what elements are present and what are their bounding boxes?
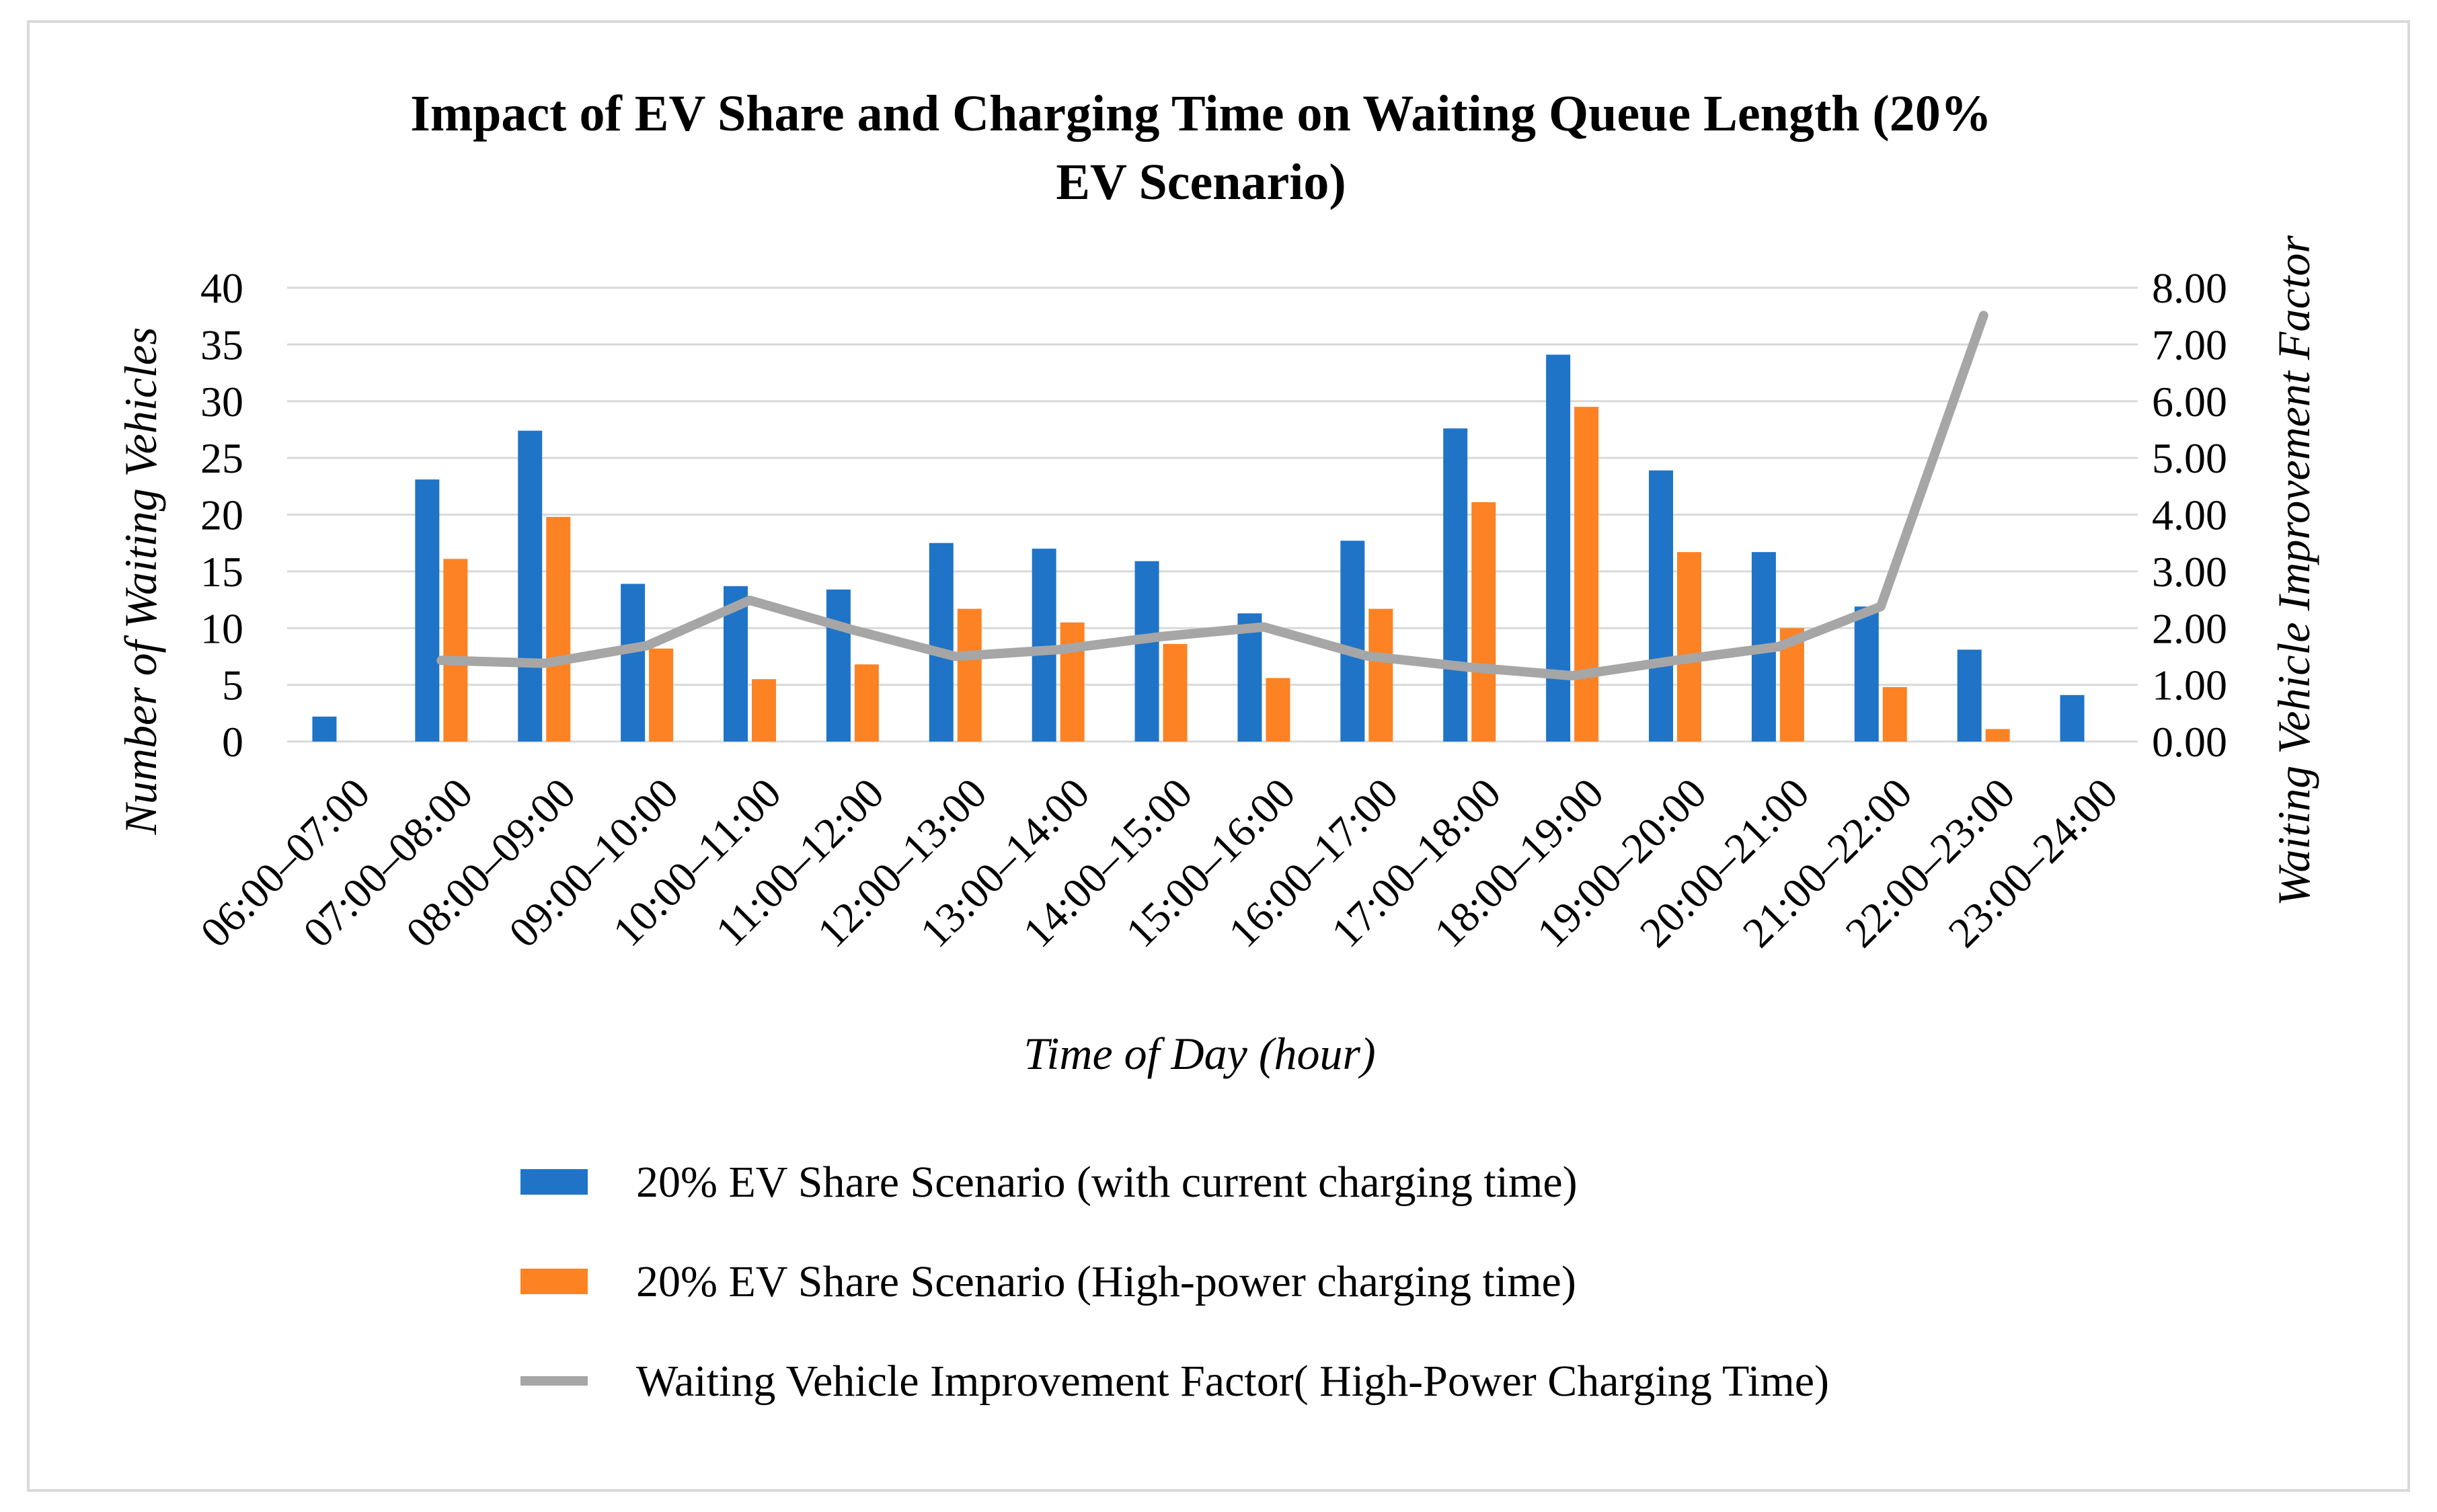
bar-high-power-charging [957, 608, 982, 742]
improvement-factor-line [436, 311, 1988, 681]
y-tick-label: 30 [200, 378, 243, 426]
bar-high-power-charging [1060, 622, 1085, 742]
chart-title-line-2: EV Scenario) [1056, 154, 1346, 210]
bar-current-charging [518, 430, 543, 742]
bar-high-power-charging [546, 516, 571, 742]
y2-tick-label: 7.00 [2152, 321, 2227, 368]
chart-title-line-1: Impact of EV Share and Charging Time on … [410, 85, 1991, 142]
legend-swatch [520, 1269, 588, 1294]
y2-axis-label: Waiting Vehicle Improvement Factor [2268, 235, 2319, 906]
legend-swatch [520, 1169, 588, 1195]
y2-tick-label: 4.00 [2152, 491, 2227, 539]
bar-current-charging [2060, 694, 2085, 742]
bar-high-power-charging [1266, 678, 1290, 742]
y-axis-label: Number of Waiting Vehicles [115, 327, 166, 836]
y-tick-label: 10 [200, 604, 243, 652]
x-axis-label: Time of Day (hour) [1023, 1028, 1375, 1079]
bar-high-power-charging [443, 559, 468, 742]
legend-label: 20% EV Share Scenario (High-power chargi… [636, 1257, 1576, 1306]
chart-frame: 0 5 10 15 20 25 30 35 40 0.00 1.00 2.00 3.00 4.00 5.0… [27, 20, 2410, 1492]
y2-tick-label: 8.00 [2152, 264, 2227, 312]
y2-tick-label: 3.00 [2152, 548, 2227, 596]
y2-tick-label: 5.00 [2152, 434, 2227, 482]
bar-high-power-charging [1574, 407, 1599, 742]
bar-current-charging [1546, 354, 1571, 742]
y-tick-label: 5 [222, 662, 243, 709]
legend-label: 20% EV Share Scenario (with current char… [636, 1158, 1578, 1207]
bar-current-charging [1957, 649, 1982, 742]
y-tick-label: 15 [200, 548, 243, 596]
bar-current-charging [1237, 613, 1262, 742]
bar-current-charging [929, 543, 954, 742]
y2-tick-label: 6.00 [2152, 378, 2227, 426]
bar-current-charging [1032, 549, 1056, 742]
y2-tick-label: 1.00 [2152, 662, 2227, 709]
bar-high-power-charging [1471, 502, 1496, 742]
y-tick-label: 20 [200, 491, 243, 539]
bar-high-power-charging [1985, 729, 2010, 742]
y-tick-label: 35 [200, 321, 243, 368]
bar-current-charging [1134, 561, 1159, 742]
legend: 20% EV Share Scenario (with current char… [520, 1158, 1829, 1406]
legend-label: Waiting Vehicle Improvement Factor( High… [636, 1357, 1829, 1406]
y2-tick-label: 2.00 [2152, 604, 2227, 652]
y2-tick-label: 0.00 [2152, 718, 2227, 766]
y-tick-label: 0 [222, 718, 243, 766]
bar-high-power-charging [1163, 643, 1188, 742]
bar-current-charging [621, 584, 646, 742]
bar-high-power-charging [1677, 552, 1701, 742]
bar-high-power-charging [1368, 608, 1393, 742]
bar-high-power-charging [1882, 687, 1907, 742]
bar-current-charging [415, 479, 440, 742]
bar-high-power-charging [854, 664, 879, 742]
bar-current-charging [1649, 470, 1673, 742]
chart: 0 5 10 15 20 25 30 35 40 0.00 1.00 2.00 3.00 4.00 5.0… [115, 85, 2319, 1406]
bar-high-power-charging [649, 648, 674, 742]
bar-high-power-charging [752, 679, 776, 742]
bar-current-charging [1443, 428, 1468, 742]
bar-current-charging [1340, 541, 1365, 742]
y-tick-label: 25 [200, 434, 243, 482]
bar-current-charging [826, 589, 851, 742]
bar-current-charging [312, 716, 337, 742]
bar-current-charging [1854, 606, 1879, 742]
y-tick-label: 40 [200, 264, 243, 312]
